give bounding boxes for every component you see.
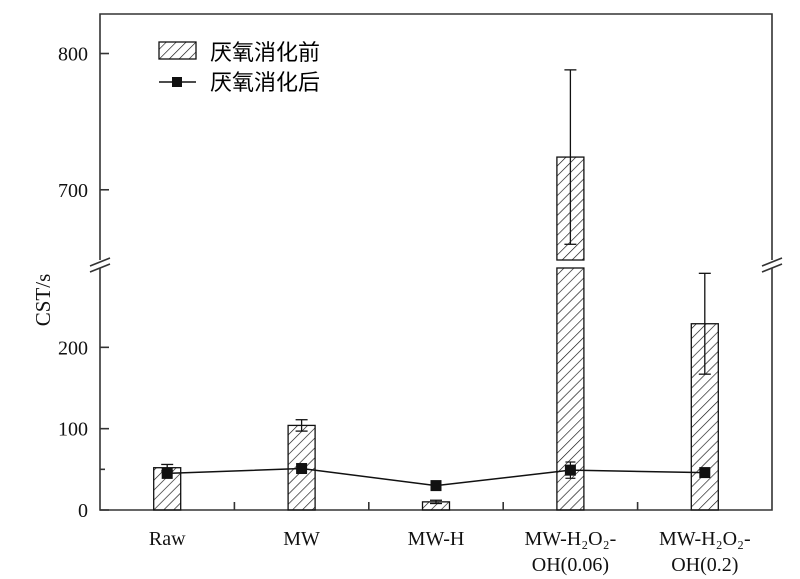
- y-tick-label: 700: [58, 180, 88, 202]
- x-tick-label: MW-H: [408, 528, 465, 550]
- x-tick-label: MW-H₂O₂-OH(0.06): [525, 528, 617, 576]
- legend-label-bar: 厌氧消化前: [210, 40, 320, 65]
- axis-break-mark: [89, 257, 111, 267]
- legend: 厌氧消化前 厌氧消化后: [158, 40, 320, 95]
- bar: [153, 467, 182, 511]
- x-tick-label: MW: [283, 528, 320, 550]
- data-point: [161, 467, 173, 479]
- data-point: [699, 467, 711, 479]
- line-series: [161, 461, 711, 492]
- plot-frame: [99, 13, 773, 511]
- y-tick-label: 0: [78, 500, 88, 522]
- legend-swatch-bar: [158, 41, 197, 60]
- y-tick-label: 200: [58, 337, 88, 359]
- data-point: [296, 463, 308, 475]
- y-axis-label: CST/s: [31, 274, 55, 327]
- legend-label-line: 厌氧消化后: [210, 70, 320, 95]
- x-tick-label: Raw: [149, 528, 186, 550]
- axis-break-mark: [761, 263, 783, 273]
- axis-break-mark: [761, 257, 783, 267]
- y-tick-label: 100: [58, 419, 88, 441]
- y-tick-label: 800: [58, 44, 88, 66]
- data-point: [564, 464, 576, 476]
- x-tick-label: MW-H₂O₂-OH(0.2): [659, 528, 751, 576]
- bars: [153, 69, 719, 511]
- axis-break-mark: [89, 263, 111, 273]
- legend-marker: [172, 77, 182, 87]
- axes: 0 100 200 700 800 Raw MW MW-H MW-H₂O₂-OH(0.06) MW…: [58, 13, 783, 576]
- data-point: [430, 480, 442, 492]
